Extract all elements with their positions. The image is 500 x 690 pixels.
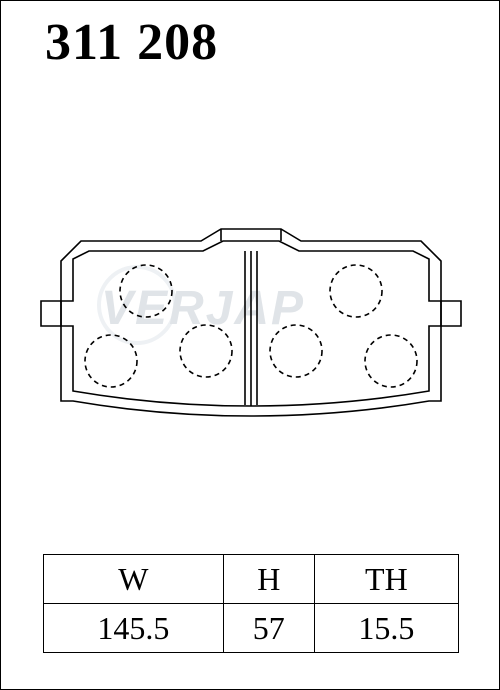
col-header-th: TH [314, 555, 458, 604]
col-header-w: W [44, 555, 224, 604]
col-header-h: H [223, 555, 314, 604]
table-row: W H TH [44, 555, 459, 604]
value-w: 145.5 [44, 604, 224, 653]
value-th: 15.5 [314, 604, 458, 653]
part-number: 311 208 [45, 13, 218, 72]
table-row: 145.5 57 15.5 [44, 604, 459, 653]
top-notch [221, 229, 281, 241]
page-frame: 311 208 VERJAP [0, 0, 500, 690]
value-h: 57 [223, 604, 314, 653]
dimensions-table: W H TH 145.5 57 15.5 [43, 554, 459, 653]
brake-pad-drawing [1, 151, 500, 501]
brake-pad-svg [1, 151, 500, 501]
